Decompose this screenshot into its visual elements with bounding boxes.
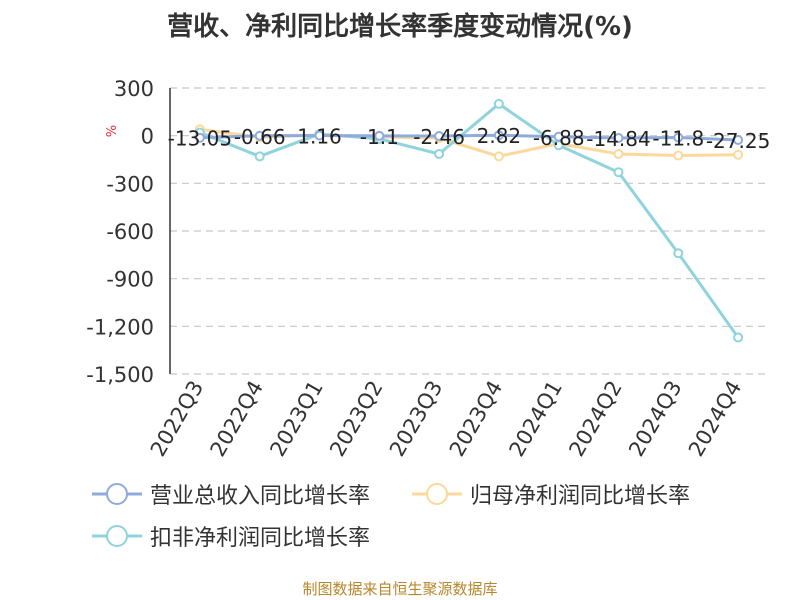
data-point — [733, 149, 744, 160]
data-point — [733, 134, 744, 145]
data-point — [733, 332, 744, 343]
legend-item-deducted-profit[interactable]: 扣非净利润同比增长率 — [92, 520, 370, 552]
data-point — [613, 167, 624, 178]
data-point — [673, 248, 684, 259]
x-tick-label: 2023Q1 — [265, 377, 327, 461]
y-tick-label: -300 — [106, 172, 154, 196]
data-label: -13.05 — [168, 127, 232, 151]
data-point — [673, 132, 684, 143]
data-point — [194, 132, 205, 143]
data-labels: -13.05 -0.66 1.16 -1.1 -2.46 2.82 -6.88 -14.84-… — [168, 124, 771, 153]
data-point — [493, 151, 504, 162]
y-tick-label: -1,500 — [86, 363, 154, 387]
x-tick-label: 2022Q4 — [206, 377, 268, 461]
data-label: -2.46 — [413, 125, 465, 149]
data-label: -14.84 — [586, 127, 650, 151]
data-point — [613, 133, 624, 144]
x-tick-label: 2024Q1 — [505, 377, 567, 461]
x-tick-label: 2022Q3 — [146, 377, 208, 461]
legend-label-net-profit: 归母净利润同比增长率 — [470, 484, 691, 509]
data-label: 1.16 — [297, 124, 342, 148]
data-point — [434, 148, 445, 159]
data-label: -6.88 — [533, 126, 585, 150]
legend-marker-net-profit — [412, 483, 462, 505]
x-tick-label: 2023Q2 — [325, 377, 387, 461]
y-tick-label: -600 — [106, 220, 154, 244]
legend-marker-deducted-profit — [92, 525, 142, 547]
y-tick-label: 0 — [141, 125, 154, 149]
data-point — [374, 130, 385, 141]
data-point — [553, 131, 564, 142]
data-point — [613, 148, 624, 159]
x-tick-label: 2024Q3 — [624, 377, 686, 461]
legend-item-revenue[interactable]: 营业总收入同比增长率 — [92, 478, 370, 510]
data-point — [314, 130, 325, 141]
data-point — [493, 130, 504, 141]
series-line — [199, 102, 740, 339]
data-point — [493, 98, 504, 109]
series-layer — [194, 98, 744, 343]
data-point — [673, 150, 684, 161]
data-label: -11.8 — [652, 127, 704, 151]
y-tick-label: 300 — [114, 77, 154, 101]
legend-label-revenue: 营业总收入同比增长率 — [150, 484, 371, 509]
x-tick-label: 2024Q4 — [684, 377, 746, 461]
data-point — [254, 130, 265, 141]
series-line — [199, 133, 739, 142]
data-point — [434, 131, 445, 142]
y-axis: 300 0 -300 -600 -900 -1,200 -1,500% — [86, 77, 171, 387]
legend-label-deducted-profit: 扣非净利润同比增长率 — [150, 526, 371, 551]
y-tick-label: -900 — [106, 268, 154, 292]
x-tick-label: 2023Q3 — [385, 376, 447, 460]
legend-marker-revenue — [92, 483, 142, 505]
data-label: -27.25 — [706, 129, 770, 153]
y-axis-label: % — [102, 125, 117, 137]
y-tick-label: -1,200 — [86, 315, 154, 339]
x-tick-label: 2023Q4 — [445, 377, 507, 461]
x-axis: 2022Q32022Q42023Q12023Q22023Q32023Q42024… — [146, 376, 747, 460]
source-footer: 制图数据来自恒生聚源数据库 — [302, 580, 498, 598]
legend-item-net-profit[interactable]: 归母净利润同比增长率 — [412, 478, 690, 510]
chart-title: 营收、净利同比增长率季度变动情况(%) — [167, 12, 633, 42]
x-tick-label: 2024Q2 — [564, 377, 626, 461]
data-label: -1.1 — [360, 125, 399, 149]
data-label: 2.82 — [477, 124, 522, 148]
data-label: -0.66 — [234, 125, 286, 149]
data-point — [254, 151, 265, 162]
